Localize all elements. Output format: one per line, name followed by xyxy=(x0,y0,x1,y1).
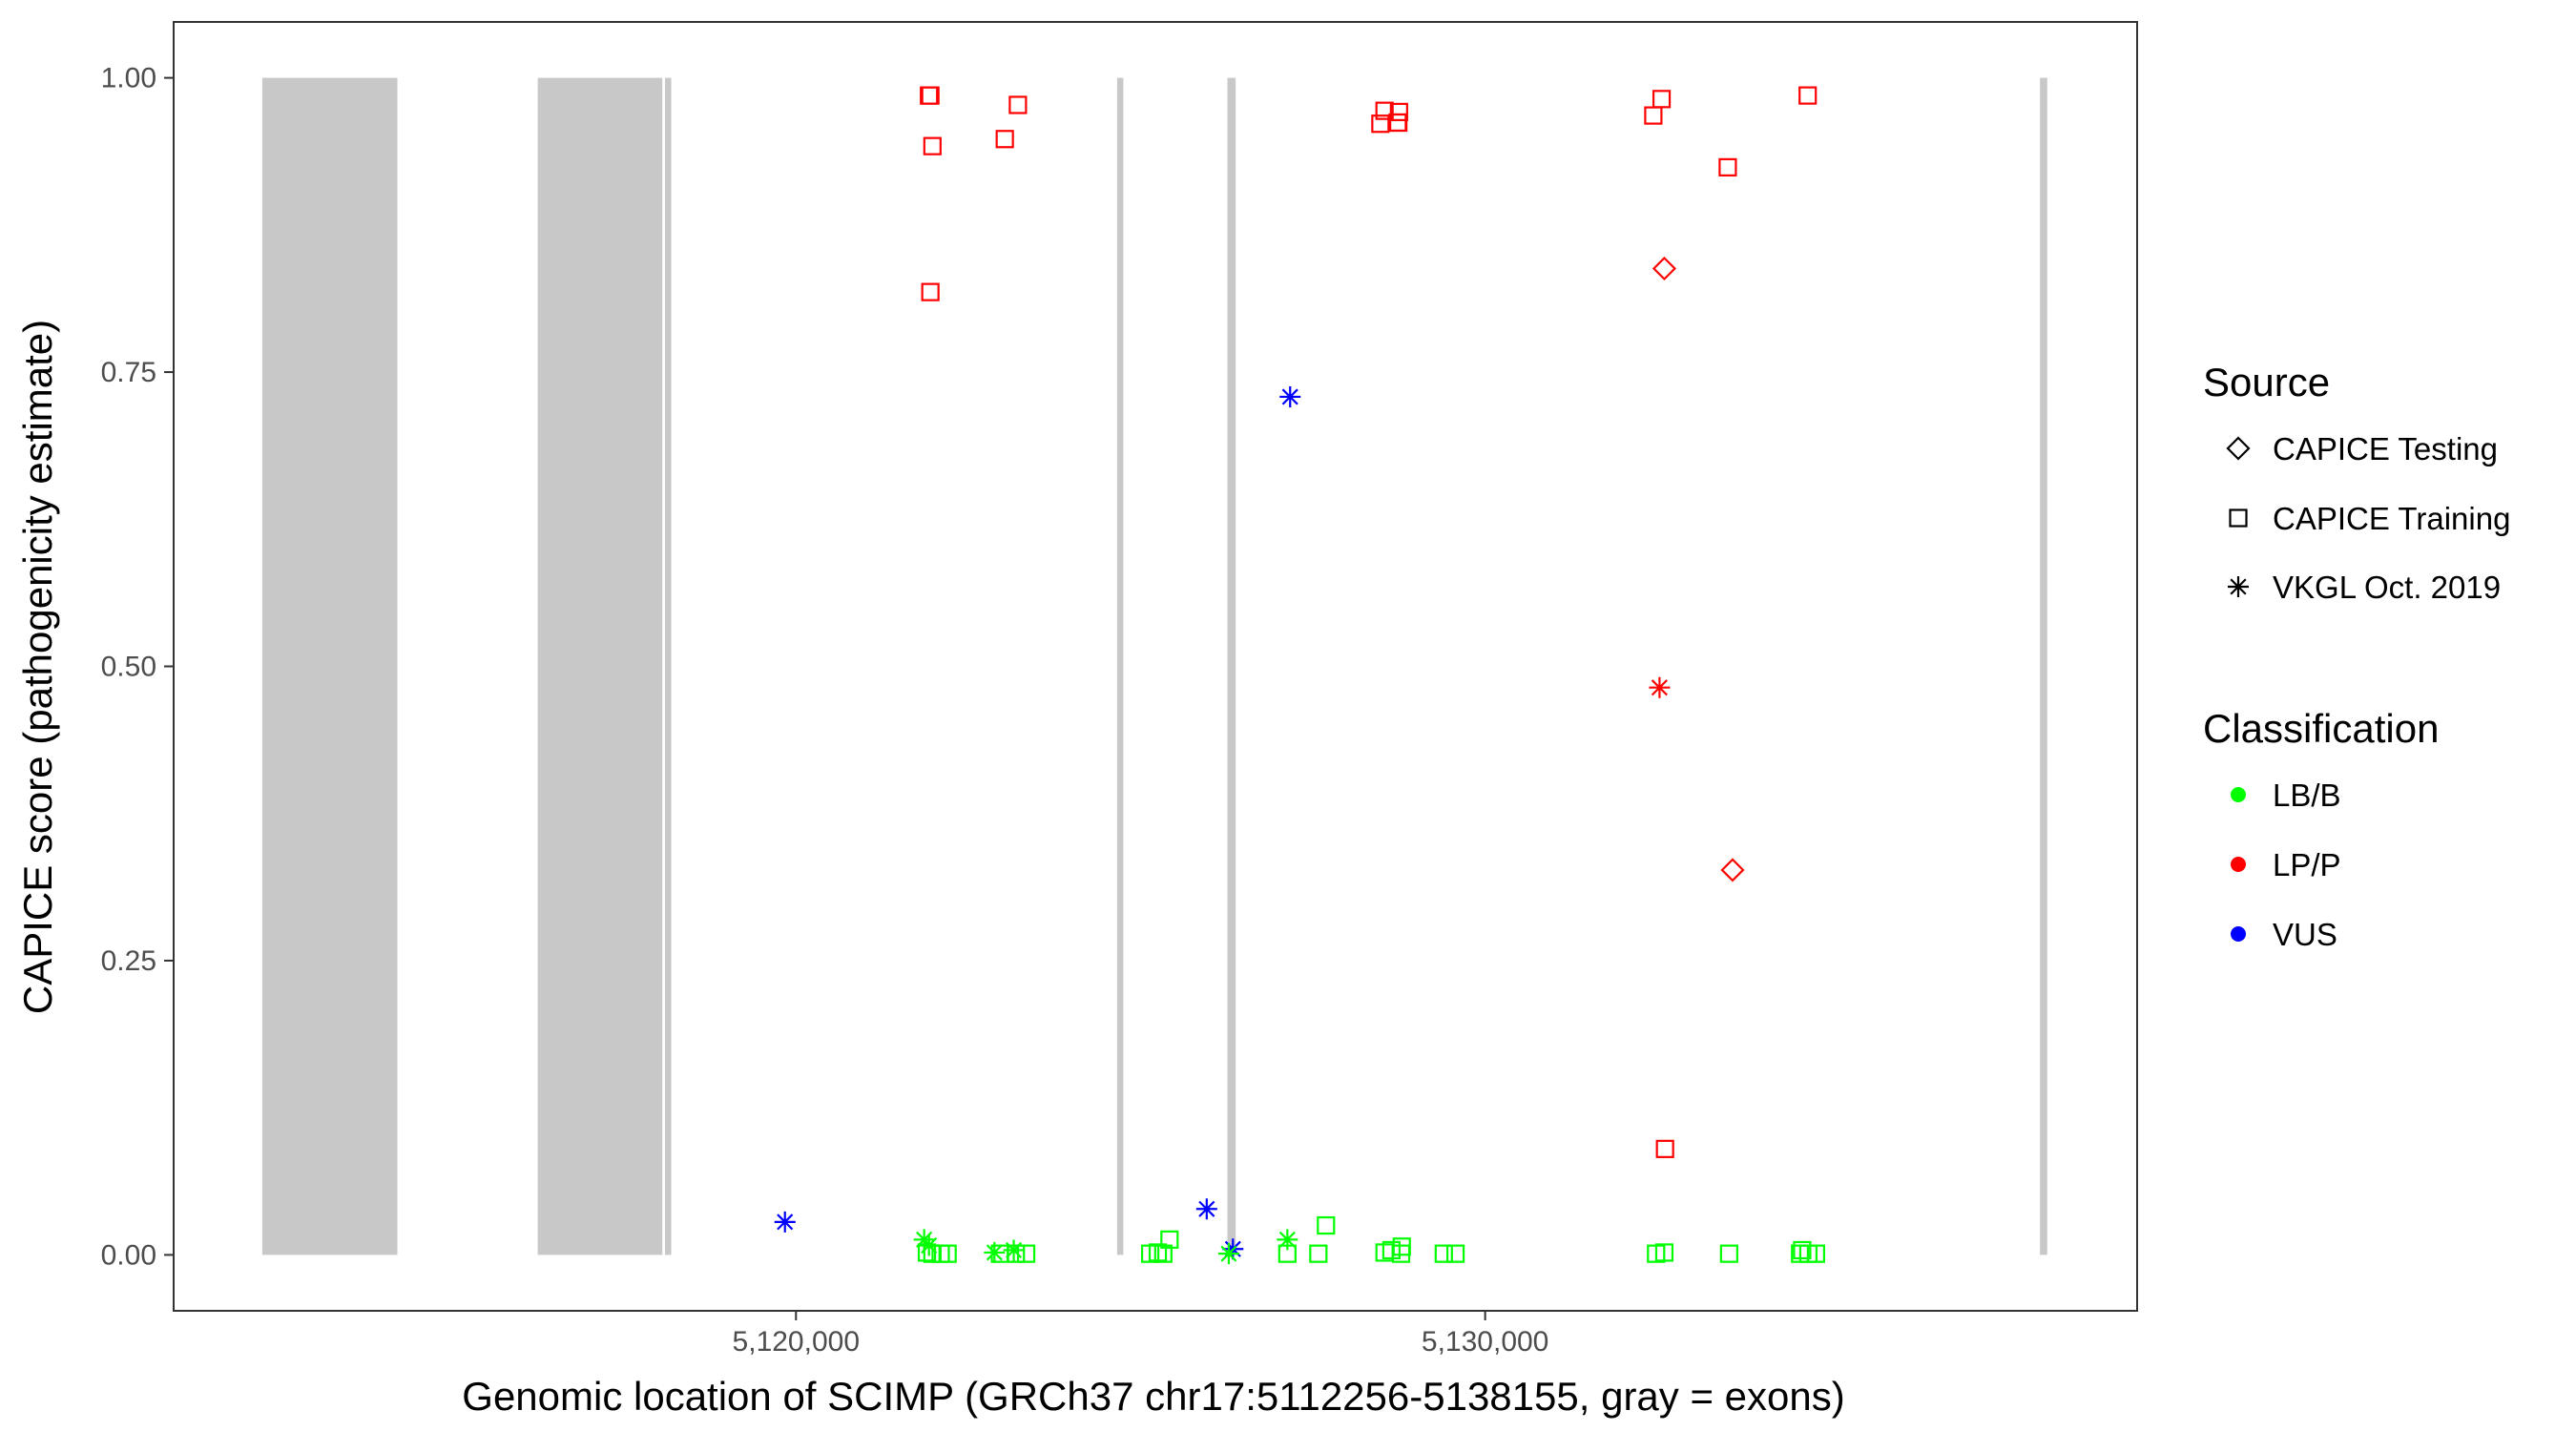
point-square-lb-b-5-22 xyxy=(1719,1244,1738,1263)
exon-6 xyxy=(2040,77,2047,1255)
point-square-lb-b-5-18 xyxy=(1434,1244,1453,1263)
y-tick-label-2: 0.50 xyxy=(101,652,156,683)
legend-source: Source CAPICE Testing CAPICE Training VK… xyxy=(2203,360,2510,605)
point-square-lb-b-5-24 xyxy=(1793,1240,1812,1260)
point-asterisk-lb-b-4-4 xyxy=(1217,1243,1239,1265)
legend-label-capice-training: CAPICE Training xyxy=(2273,501,2510,536)
point-square-lb-b-5-15 xyxy=(1381,1240,1402,1260)
legend-label-vus: VUS xyxy=(2273,917,2337,952)
point-diamond-lp-p-1-0 xyxy=(1652,256,1677,281)
point-square-lp-p-0-3 xyxy=(995,130,1014,149)
point-asterisk-vus-3-0 xyxy=(774,1211,796,1233)
point-asterisk-lp-p-2-0 xyxy=(1649,676,1671,698)
legend-label-lp-p: LP/P xyxy=(2273,847,2341,882)
point-square-lp-p-0-2 xyxy=(921,282,940,301)
y-tick-label-3: 0.75 xyxy=(101,357,156,388)
point-square-lb-b-5-21 xyxy=(1654,1243,1674,1262)
point-square-lp-p-0-13 xyxy=(1718,157,1737,176)
exon-2 xyxy=(537,77,663,1255)
y-tick-label-1: 0.25 xyxy=(101,945,156,977)
point-square-lb-b-5-3 xyxy=(938,1244,957,1263)
legend-item-lp-p: LP/P xyxy=(2231,847,2341,882)
legend-item-vkgl: VKGL Oct. 2019 xyxy=(2228,570,2501,605)
legend-label-lb-b: LB/B xyxy=(2273,778,2341,813)
point-square-lb-b-5-11 xyxy=(1278,1244,1297,1263)
legend-item-capice-testing: CAPICE Testing xyxy=(2226,431,2498,467)
point-layer xyxy=(774,86,1825,1265)
exon-layer xyxy=(261,77,2047,1255)
legend-classification-title: Classification xyxy=(2203,706,2439,751)
point-square-lp-p-0-7 xyxy=(1375,101,1394,120)
point-asterisk-vus-3-2 xyxy=(1279,385,1301,407)
legend-key-vus-dot-icon xyxy=(2231,926,2246,942)
legend-key-lp-p-dot-icon xyxy=(2231,857,2246,872)
legend-key-asterisk-icon xyxy=(2228,576,2249,597)
point-square-lb-b-5-19 xyxy=(1445,1244,1465,1263)
legend-key-lb-b-dot-icon xyxy=(2231,787,2246,802)
legend-key-asterisk-mark xyxy=(2228,576,2249,597)
exon-3 xyxy=(665,77,672,1255)
point-square-lb-b-5-6 xyxy=(1016,1244,1036,1263)
legend-classification: Classification LB/B LP/P VUS xyxy=(2203,706,2439,952)
point-square-lp-p-0-9 xyxy=(1389,102,1408,121)
point-square-lp-p-0-12 xyxy=(1652,90,1672,109)
point-square-lb-b-5-5 xyxy=(1007,1244,1026,1263)
point-asterisk-vus-3-1 xyxy=(1195,1198,1217,1220)
point-square-lb-b-5-9 xyxy=(1153,1244,1173,1263)
legend-item-capice-training: CAPICE Training xyxy=(2229,501,2510,536)
exon-5 xyxy=(1227,77,1236,1255)
legend-label-vkgl: VKGL Oct. 2019 xyxy=(2273,570,2501,605)
y-axis: 0.00 0.25 0.50 0.75 1.00 xyxy=(101,63,174,1271)
exon-1 xyxy=(261,77,398,1255)
point-square-lb-b-5-17 xyxy=(1392,1237,1411,1256)
point-square-lb-b-5-8 xyxy=(1148,1243,1168,1262)
x-tick-label-0: 5,120,000 xyxy=(733,1326,860,1358)
point-diamond-lp-p-1-1 xyxy=(1720,858,1745,882)
point-square-lb-b-5-26 xyxy=(1806,1244,1825,1263)
x-axis-title: Genomic location of SCIMP (GRCh37 chr17:… xyxy=(462,1374,1844,1419)
legend-key-diamond-mark xyxy=(2226,436,2251,461)
exon-4 xyxy=(1116,77,1124,1255)
legend-item-lb-b: LB/B xyxy=(2231,778,2341,813)
point-square-lb-b-5-13 xyxy=(1317,1215,1336,1235)
point-square-lb-b-5-0 xyxy=(917,1243,937,1262)
x-tick-label-1: 5,130,000 xyxy=(1422,1326,1548,1358)
point-square-lp-p-0-14 xyxy=(1798,86,1818,105)
x-axis: 5,120,000 5,130,000 xyxy=(733,1311,1548,1358)
y-axis-title: CAPICE score (pathogenicity estimate) xyxy=(15,320,60,1014)
y-tick-label-4: 1.00 xyxy=(101,63,156,94)
point-square-lp-p-0-15 xyxy=(1655,1139,1674,1158)
point-square-lp-p-0-1 xyxy=(923,136,942,156)
legend-item-vus: VUS xyxy=(2231,917,2337,952)
legend-key-square-icon xyxy=(2229,508,2248,528)
point-square-lb-b-5-12 xyxy=(1309,1244,1328,1263)
point-asterisk-lb-b-4-2 xyxy=(984,1241,1006,1263)
point-square-lp-p-0-10 xyxy=(1389,113,1408,133)
legend-source-title: Source xyxy=(2203,360,2330,404)
legend-label-capice-testing: CAPICE Testing xyxy=(2273,431,2498,467)
y-tick-label-0: 0.00 xyxy=(101,1239,156,1271)
point-asterisk-lb-b-4-5 xyxy=(1277,1229,1298,1251)
legend-key-square-mark xyxy=(2229,508,2248,528)
legend-key-diamond-icon xyxy=(2226,436,2251,461)
point-square-lp-p-0-5 xyxy=(921,86,940,105)
point-square-lb-b-5-10 xyxy=(1160,1230,1179,1249)
point-asterisk-lb-b-4-3 xyxy=(1003,1239,1025,1261)
point-square-lp-p-0-4 xyxy=(1008,95,1028,114)
